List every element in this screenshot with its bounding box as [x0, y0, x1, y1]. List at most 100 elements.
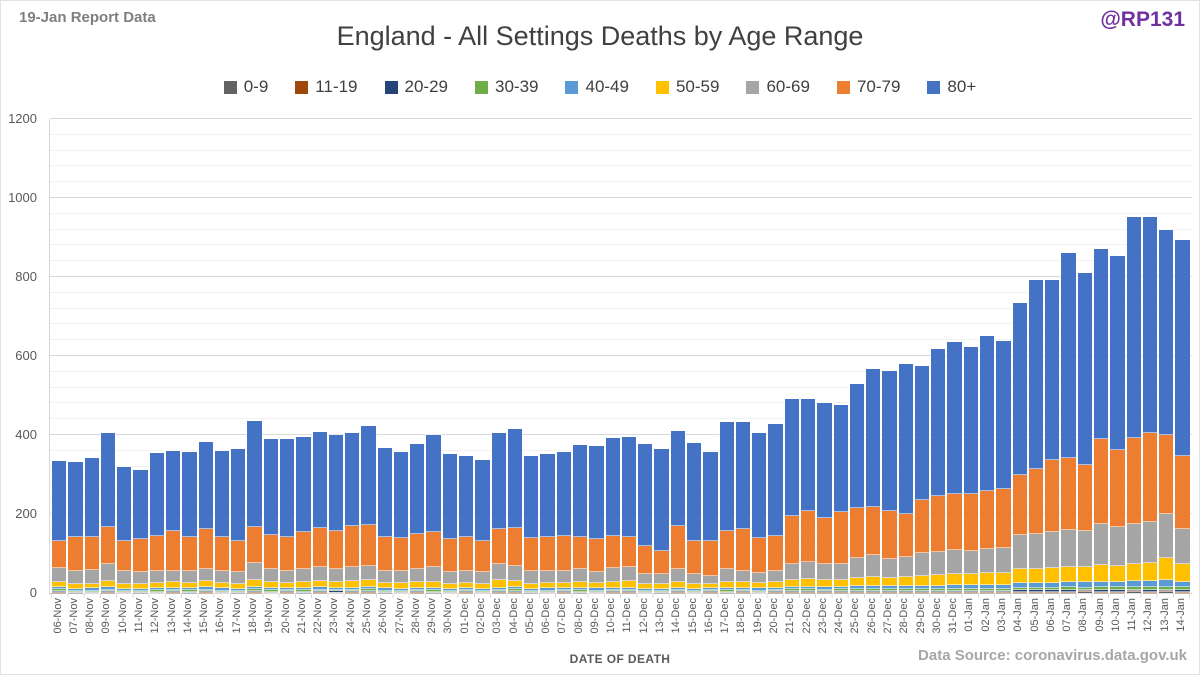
- bar-segment-30-39: [604, 589, 621, 593]
- x-tick-label: 05-Jan: [1028, 598, 1042, 650]
- x-tick-label-text: 23-Nov: [328, 598, 341, 634]
- x-tick-label-text: 10-Dec: [605, 598, 618, 634]
- bar-segment-40-49: [637, 587, 654, 592]
- bar-segment-70-79: [897, 512, 914, 559]
- x-tick-label: 12-Jan: [1142, 598, 1156, 650]
- bar-segment-20-29: [1076, 589, 1094, 593]
- bar-segment-20-29: [213, 591, 231, 594]
- bar-segment-50-59: [311, 579, 328, 589]
- x-tick-label: 04-Jan: [1012, 598, 1026, 650]
- bar-segment-80plus: [1158, 228, 1175, 436]
- stacked-bar-14-Nov: [181, 450, 198, 594]
- y-axis-labels: 0 200 400 600 800 1000 1200: [1, 112, 43, 600]
- bar-segment-60-69: [897, 556, 914, 579]
- x-tick-label: 06-Jan: [1044, 598, 1058, 650]
- bar-segment-70-79: [213, 535, 231, 572]
- bar-segment-30-39: [262, 589, 279, 593]
- bar-segment-70-79: [913, 499, 931, 555]
- bar-segment-0-9: [1076, 591, 1094, 594]
- bar-segment-11-19: [1092, 591, 1110, 594]
- bar-segment-50-59: [1109, 565, 1126, 583]
- x-tick-label: 19-Dec: [751, 598, 765, 650]
- author-handle: @RP131: [1100, 8, 1185, 31]
- bar-segment-70-79: [230, 539, 247, 574]
- x-tick-label: 16-Nov: [214, 598, 228, 650]
- x-tick-label: 23-Nov: [328, 598, 342, 650]
- x-tick-label-text: 08-Jan: [1077, 598, 1090, 632]
- bar-segment-60-69: [962, 549, 980, 576]
- bar-segment-80plus: [962, 345, 980, 495]
- x-tick-label: 05-Dec: [523, 598, 537, 650]
- bar-segment-40-49: [1011, 582, 1028, 589]
- bar-segment-70-79: [458, 536, 475, 572]
- legend-label: 11-19: [315, 77, 358, 96]
- stacked-bar-26-Nov: [376, 447, 393, 594]
- bar-segment-60-69: [1109, 525, 1126, 568]
- bar-segment-40-49: [1027, 582, 1045, 589]
- bar-segment-40-49: [718, 586, 735, 592]
- bar-segment-60-69: [164, 569, 182, 584]
- x-tick-label-text: 22-Dec: [800, 598, 813, 634]
- stacked-bar-28-Dec: [897, 362, 914, 594]
- bar-segment-20-29: [262, 591, 279, 594]
- bar-segment-20-29: [311, 590, 328, 593]
- bar-segment-40-49: [360, 585, 377, 591]
- bar-segment-60-69: [490, 563, 507, 582]
- bar-segment-70-79: [1044, 458, 1061, 533]
- x-tick-label-text: 30-Dec: [930, 598, 943, 634]
- bar-segment-50-59: [262, 580, 279, 589]
- x-tick-label-text: 19-Dec: [751, 598, 764, 634]
- bar-segment-80plus: [50, 459, 68, 543]
- bar-segment-20-29: [1174, 589, 1191, 593]
- bar-segment-40-49: [1158, 578, 1175, 589]
- x-tick-label: 07-Jan: [1060, 598, 1074, 650]
- x-tick-label: 13-Jan: [1158, 598, 1172, 650]
- bar-segment-80plus: [132, 469, 149, 540]
- bar-segment-70-79: [865, 505, 882, 557]
- stacked-bar-18-Nov: [246, 419, 263, 594]
- bar-segment-60-69: [1125, 522, 1142, 566]
- bar-segment-30-39: [718, 589, 735, 593]
- bar-segment-50-59: [539, 582, 556, 590]
- bar-segment-40-49: [392, 587, 410, 592]
- bar-segment-70-79: [751, 536, 768, 574]
- bar-segment-70-79: [555, 535, 573, 572]
- bar-segment-80plus: [913, 364, 931, 502]
- bar-segment-60-69: [360, 565, 377, 581]
- y-tick-label: 400: [15, 427, 37, 442]
- bar-segment-50-59: [816, 578, 833, 589]
- bar-segment-40-49: [767, 586, 784, 592]
- bar-segment-70-79: [132, 537, 149, 574]
- bar-segment-40-49: [246, 585, 263, 591]
- bar-segment-40-49: [376, 587, 393, 592]
- bar-segment-60-69: [799, 561, 817, 581]
- bar-segment-60-69: [832, 562, 849, 581]
- x-axis-ticks: [51, 593, 1193, 598]
- x-tick-label: 19-Nov: [263, 598, 277, 650]
- bar-segment-40-49: [523, 587, 540, 592]
- bar-segment-80plus: [295, 436, 312, 533]
- bar-segment-60-69: [571, 567, 589, 583]
- x-tick-label-text: 18-Nov: [247, 598, 260, 634]
- bar-segment-20-29: [751, 591, 768, 594]
- x-tick-label-text: 06-Dec: [540, 598, 553, 634]
- bar-segment-30-39: [1125, 586, 1142, 591]
- bar-segment-70-79: [197, 527, 214, 570]
- x-tick-label: 17-Nov: [230, 598, 244, 650]
- stacked-bar-20-Nov: [278, 438, 296, 594]
- bar-segment-20-29: [83, 591, 100, 594]
- bar-segment-70-79: [262, 534, 279, 571]
- x-tick-label: 14-Jan: [1174, 598, 1188, 650]
- plot-area: [49, 118, 1192, 594]
- bar-segment-60-69: [669, 568, 686, 583]
- x-tick-label-text: 05-Jan: [1028, 598, 1041, 632]
- x-tick-label-text: 04-Dec: [507, 598, 520, 634]
- bar-segment-30-39: [295, 589, 312, 593]
- bar-segment-80plus: [930, 348, 947, 498]
- bar-segment-40-49: [913, 584, 931, 590]
- bar-segment-20-29: [246, 589, 263, 594]
- x-tick-label-text: 11-Jan: [1126, 598, 1139, 631]
- minor-gridline: [50, 418, 1192, 420]
- minor-gridline: [50, 133, 1192, 135]
- x-tick-label: 08-Dec: [572, 598, 586, 650]
